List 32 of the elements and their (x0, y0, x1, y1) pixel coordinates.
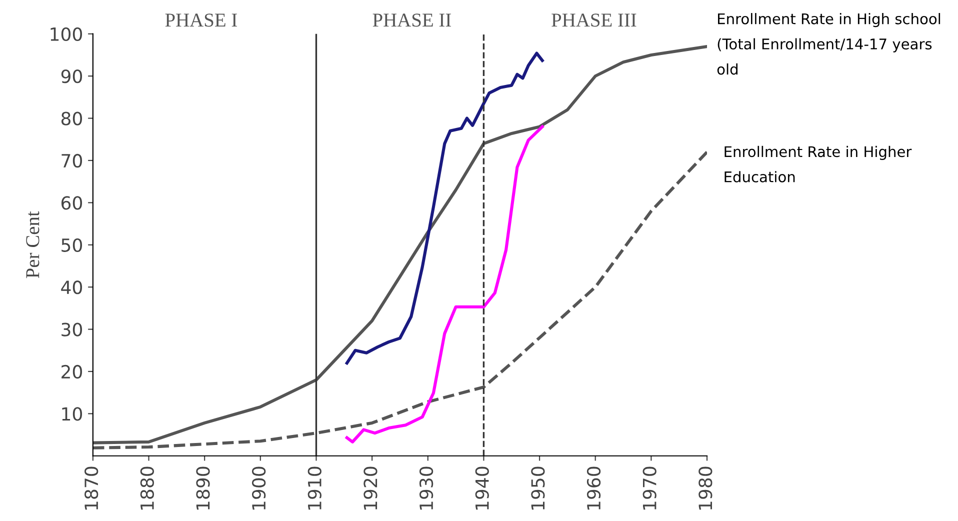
line-series (92, 44, 708, 444)
x-tick-label: 1900 (252, 466, 266, 510)
y-tick-label: 70 (62, 154, 82, 168)
x-tick-label: 1910 (308, 466, 322, 510)
text: PHASE III (552, 14, 636, 27)
x-tick-label: 1950 (531, 466, 545, 510)
y-tick-label: 60 (61, 196, 82, 210)
y-tick-label: 40 (61, 280, 82, 294)
x-tick-label: 1970 (642, 466, 656, 510)
x-tick-label: 1930 (419, 466, 434, 510)
x-tick-label: 1870 (84, 466, 98, 510)
series-label: Enrollment Rate in High school (Total Enrollment/14-17 years old (717, 13, 940, 75)
text: PHASE II (372, 14, 451, 27)
series-label: Enrollment Rate in Higher Education (724, 146, 912, 182)
x-tick-label: 1890 (196, 466, 210, 510)
x-tick-label: 1920 (364, 466, 378, 510)
y-tick-label: 20 (62, 364, 82, 379)
text: PHASE I (165, 14, 237, 27)
y-tick-label: 80 (61, 112, 82, 126)
y-axis-title: Per Cent (26, 211, 40, 278)
y-tick-label: 100 (50, 27, 82, 41)
y-tick-label: 50 (62, 238, 82, 252)
line-series (92, 150, 708, 450)
x-tick-label: 1980 (698, 466, 712, 510)
line-series (345, 125, 544, 444)
x-tick-label: 1960 (586, 466, 601, 510)
x-tick-label: 1940 (475, 466, 489, 510)
y-tick-label: 10 (62, 407, 82, 421)
y-tick-label: 90 (61, 70, 82, 84)
y-tick-label: 30 (62, 322, 82, 336)
x-tick-label: 1880 (140, 466, 154, 510)
line-series (345, 52, 544, 365)
